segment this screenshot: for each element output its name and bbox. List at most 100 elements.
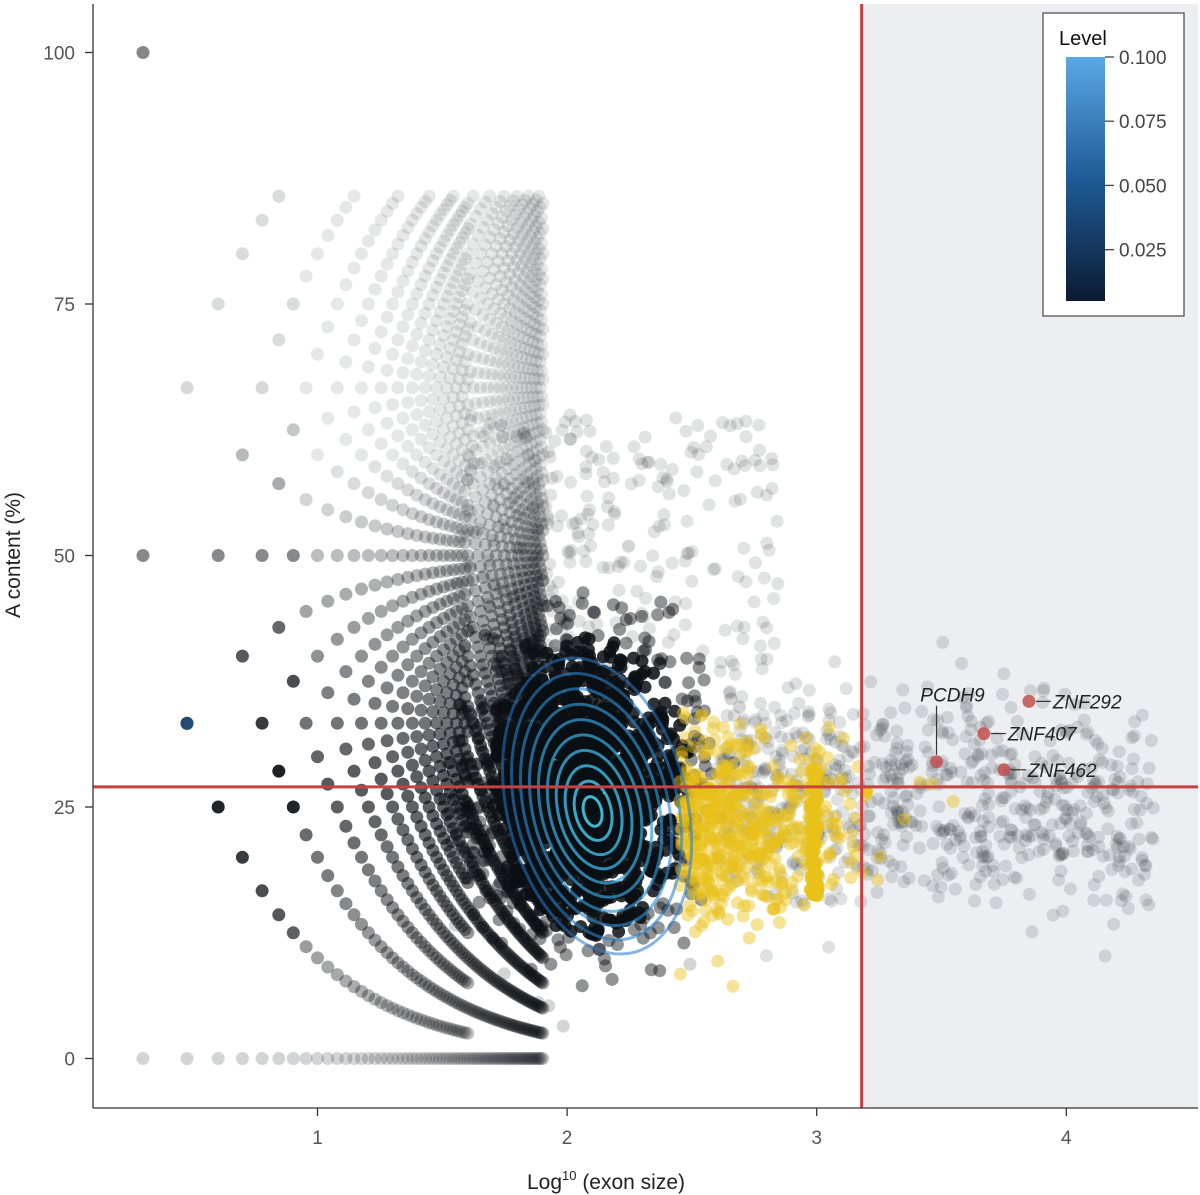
scatter-point-4094 — [936, 635, 950, 649]
scatter-point-3561 — [455, 701, 469, 715]
scatter-point-340 — [422, 980, 436, 994]
scatter-point-4265 — [1015, 851, 1029, 864]
scatter-point-4116 — [870, 885, 884, 899]
scatter-point-359 — [422, 297, 436, 311]
scatter-point-61 — [330, 1052, 344, 1065]
scatter-point-314 — [418, 1052, 432, 1065]
scatter-point-4282 — [626, 630, 639, 643]
scatter-point-35 — [299, 940, 313, 954]
scatter-point-3279 — [475, 696, 489, 710]
scatter-point-364 — [426, 1017, 440, 1031]
scatter-point-542 — [446, 649, 460, 663]
scatter-point-4192 — [1127, 752, 1141, 766]
scatter-point-3365 — [588, 606, 602, 619]
scatter-point-4458 — [680, 514, 694, 528]
scatter-point-107 — [355, 381, 368, 395]
scatter-point-2345 — [651, 608, 665, 622]
scatter-point-4513 — [570, 425, 584, 439]
scatter-point-93 — [347, 405, 361, 419]
scatter-point-524 — [443, 282, 457, 296]
scatter-point-641 — [455, 549, 469, 562]
scatter-point-4444 — [678, 618, 692, 632]
scatter-point-177 — [386, 800, 400, 814]
scatter-point-705 — [461, 649, 475, 663]
scatter-point-342 — [422, 908, 436, 922]
scatter-point-657 — [458, 1000, 472, 1014]
scatter-point-405 — [430, 481, 444, 495]
scatter-point-686 — [458, 252, 472, 266]
scatter-point-591 — [452, 1024, 466, 1038]
scatter-point-4792 — [758, 870, 772, 884]
scatter-point-201 — [391, 525, 405, 538]
scatter-point-520 — [443, 401, 457, 415]
scatter-point-4099 — [877, 796, 891, 810]
scatter-point-454 — [437, 643, 451, 657]
scatter-point-762 — [469, 1005, 483, 1019]
scatter-point-4491 — [564, 475, 578, 489]
scatter-point-4056 — [1058, 811, 1072, 825]
scatter-point-839 — [478, 1052, 492, 1065]
scatter-point-741 — [464, 217, 477, 231]
scatter-point-143 — [374, 828, 388, 842]
scatter-point-163 — [380, 628, 394, 642]
scatter-point-174 — [386, 951, 400, 965]
scatter-point-439 — [433, 240, 447, 254]
scatter-point-3454 — [628, 671, 642, 685]
scatter-point-794 — [471, 411, 485, 425]
scatter-point-4250 — [941, 868, 955, 882]
scatter-point-4383 — [590, 617, 604, 631]
scatter-point-1752 — [536, 976, 550, 990]
scatter-point-256 — [405, 716, 419, 730]
scatter-point-696 — [461, 876, 475, 889]
scatter-point-743 — [466, 1004, 480, 1018]
scatter-point-577 — [449, 549, 463, 562]
scatter-point-41 — [299, 269, 313, 283]
scatter-point-277 — [410, 730, 424, 744]
scatter-point-9 — [235, 1052, 249, 1065]
scatter-point-2630 — [471, 732, 485, 746]
scatter-point-148 — [374, 549, 388, 562]
scatter-point-429 — [433, 565, 447, 579]
scatter-point-877 — [481, 339, 494, 353]
scatter-point-265 — [405, 339, 419, 353]
scatter-point-781 — [471, 1006, 485, 1020]
scatter-point-381 — [426, 427, 440, 441]
scatter-point-443 — [437, 989, 451, 1003]
scatter-point-4539 — [545, 604, 559, 617]
scatter-point-712 — [461, 473, 475, 487]
scatter-point-3758 — [999, 859, 1013, 873]
scatter-point-1777 — [536, 347, 550, 361]
scatter-point-48 — [311, 448, 324, 462]
scatter-point-367 — [426, 913, 440, 927]
scatter-point-54 — [321, 777, 335, 791]
scatter-point-837 — [476, 264, 490, 278]
scatter-point-4794 — [844, 828, 858, 842]
scatter-point-522 — [443, 341, 457, 355]
scatter-point-3794 — [1132, 873, 1145, 887]
scatter-point-4188 — [1105, 863, 1119, 876]
scatter-point-638 — [455, 628, 469, 642]
scatter-point-489 — [440, 442, 454, 456]
scatter-point-136 — [368, 341, 382, 355]
scatter-point-100 — [355, 850, 368, 864]
scatter-point-3621 — [754, 696, 768, 710]
scatter-point-4484 — [540, 567, 554, 581]
scatter-point-660 — [458, 923, 472, 936]
scatter-point-4473 — [454, 529, 468, 543]
scatter-point-4924 — [844, 856, 858, 870]
scatter-point-4397 — [580, 489, 594, 503]
scatter-point-780 — [471, 1052, 485, 1065]
scatter-point-2518 — [544, 957, 558, 971]
scatter-point-121 — [361, 360, 375, 374]
scatter-point-3048 — [483, 891, 497, 905]
scatter-point-18 — [255, 381, 269, 395]
scatter-point-4519 — [624, 477, 638, 491]
scatter-point-293 — [414, 974, 428, 988]
scatter-point-180 — [386, 649, 400, 663]
scatter-point-189 — [386, 196, 400, 210]
scatter-point-4957 — [871, 873, 885, 887]
scatter-point-694 — [461, 926, 475, 940]
scatter-point-3370 — [441, 756, 455, 769]
scatter-point-472 — [440, 960, 454, 974]
